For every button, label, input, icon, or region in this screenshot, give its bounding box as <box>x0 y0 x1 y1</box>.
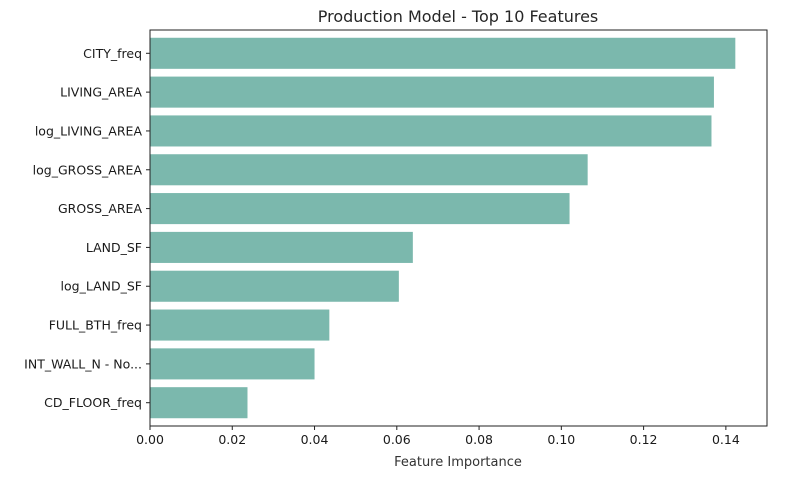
x-tick-label: 0.02 <box>218 432 246 447</box>
bar-3 <box>150 154 588 186</box>
x-axis-ticks: 0.00 0.02 0.04 0.06 0.08 0.10 0.12 0.14 <box>136 426 740 447</box>
bar-4 <box>150 193 570 225</box>
y-tick-label: log_GROSS_AREA <box>33 162 143 177</box>
y-tick-label: FULL_BTH_freq <box>49 318 142 333</box>
bar-6 <box>150 270 399 302</box>
x-tick-label: 0.14 <box>712 432 740 447</box>
y-tick-label: log_LAND_SF <box>61 279 142 294</box>
y-tick-label: log_LIVING_AREA <box>35 123 143 138</box>
y-tick-label: GROSS_AREA <box>58 201 142 216</box>
bar-8 <box>150 348 315 380</box>
y-axis-ticks: CITY_freq LIVING_AREA log_LIVING_AREA log_G… <box>24 46 150 410</box>
bar-5 <box>150 231 413 263</box>
bar-0 <box>150 37 736 69</box>
chart-title: Production Model - Top 10 Features <box>318 7 599 26</box>
bar-7 <box>150 309 330 341</box>
x-tick-label: 0.00 <box>136 432 164 447</box>
bar-9 <box>150 387 248 419</box>
x-tick-label: 0.10 <box>547 432 575 447</box>
y-tick-label: CD_FLOOR_freq <box>44 395 142 410</box>
x-tick-label: 0.12 <box>630 432 658 447</box>
y-tick-label: LAND_SF <box>86 240 142 255</box>
plot-frame <box>149 29 768 427</box>
x-tick-label: 0.08 <box>465 432 493 447</box>
x-axis-label: Feature Importance <box>394 455 522 470</box>
y-tick-label: LIVING_AREA <box>60 85 142 100</box>
y-tick-label: CITY_freq <box>83 46 142 61</box>
x-tick-label: 0.06 <box>383 432 411 447</box>
bar-2 <box>150 115 712 147</box>
y-tick-label: INT_WALL_N - No... <box>24 356 142 371</box>
bars-group <box>150 37 736 419</box>
x-tick-label: 0.04 <box>301 432 329 447</box>
bar-1 <box>150 76 714 108</box>
